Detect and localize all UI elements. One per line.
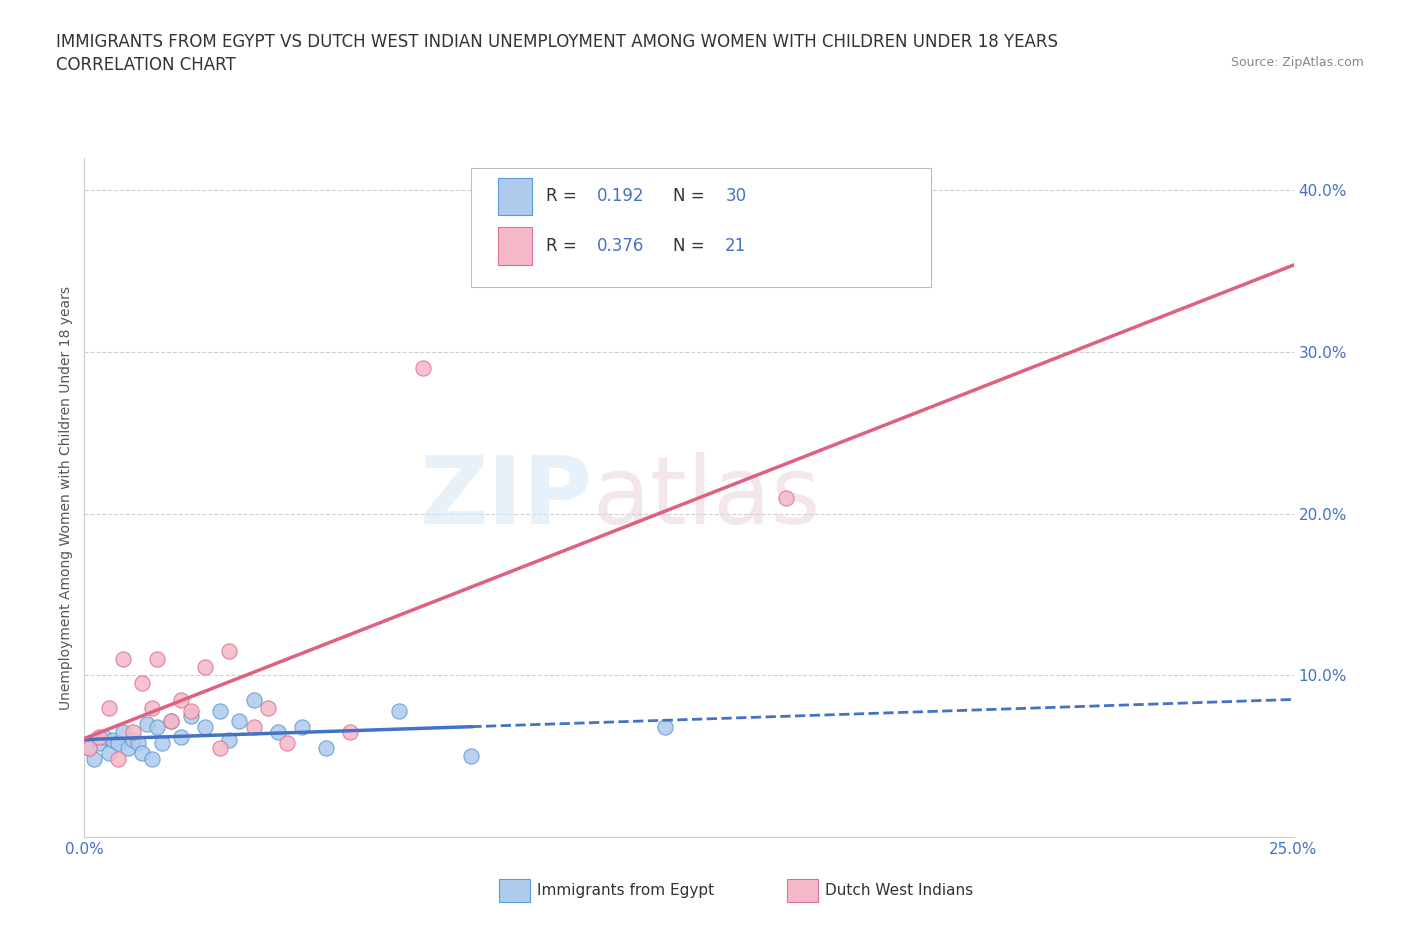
Text: IMMIGRANTS FROM EGYPT VS DUTCH WEST INDIAN UNEMPLOYMENT AMONG WOMEN WITH CHILDRE: IMMIGRANTS FROM EGYPT VS DUTCH WEST INDI… [56,33,1059,50]
Point [460,749,482,764]
Point [112,724,135,739]
Point [257,700,280,715]
Point [127,736,149,751]
Text: 0.192: 0.192 [598,187,644,206]
Point [194,660,217,675]
Point [160,713,183,728]
Point [107,736,129,751]
Point [121,733,143,748]
Point [388,703,411,718]
Point [121,724,143,739]
Point [83,752,105,767]
Point [654,720,676,735]
Text: CORRELATION CHART: CORRELATION CHART [56,56,236,73]
Point [218,733,240,748]
Point [141,700,163,715]
Point [160,713,183,728]
Text: atlas: atlas [592,452,821,543]
Point [291,720,314,735]
Point [170,729,193,744]
Point [136,716,159,731]
Point [131,746,153,761]
FancyBboxPatch shape [471,168,931,287]
Point [180,709,202,724]
Text: N =: N = [673,187,710,206]
Point [150,736,173,751]
Point [141,752,163,767]
Point [276,736,298,751]
FancyBboxPatch shape [498,178,531,215]
Point [146,720,169,735]
Point [77,740,100,755]
Point [775,490,797,505]
Point [77,740,100,755]
Point [315,740,337,755]
Text: 0.376: 0.376 [598,237,644,255]
Text: Immigrants from Egypt: Immigrants from Egypt [537,884,714,898]
Text: R =: R = [547,237,582,255]
Point [93,729,115,744]
Point [112,652,135,667]
Text: N =: N = [673,237,710,255]
Text: R =: R = [547,187,582,206]
Point [103,733,125,748]
Point [146,652,169,667]
Point [218,644,240,658]
Point [170,692,193,707]
Point [208,740,231,755]
Text: 30: 30 [725,187,747,206]
Point [194,720,217,735]
Point [117,740,139,755]
Point [412,361,434,376]
Point [131,676,153,691]
Point [242,720,264,735]
Text: 21: 21 [725,237,747,255]
Point [208,703,231,718]
Point [97,700,120,715]
Point [242,692,264,707]
Point [87,736,110,751]
Y-axis label: Unemployment Among Women with Children Under 18 years: Unemployment Among Women with Children U… [59,286,73,710]
Text: Dutch West Indians: Dutch West Indians [825,884,973,898]
Text: Source: ZipAtlas.com: Source: ZipAtlas.com [1230,56,1364,69]
Point [267,724,290,739]
Point [339,724,361,739]
Text: ZIP: ZIP [419,452,592,543]
Point [180,703,202,718]
Point [228,713,250,728]
FancyBboxPatch shape [498,227,531,264]
Point [107,752,129,767]
Point [97,746,120,761]
Point [87,729,110,744]
